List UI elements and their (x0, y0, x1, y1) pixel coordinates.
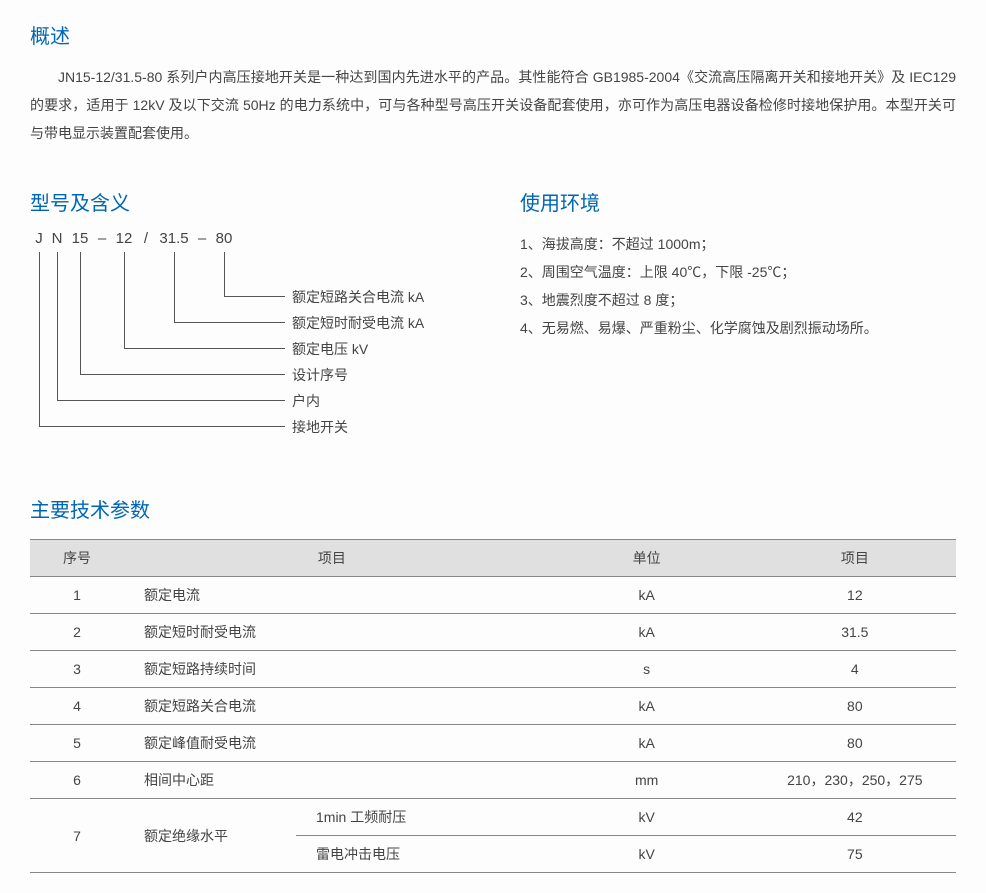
cell-unit: kA (540, 688, 754, 725)
col-unit: 单位 (540, 540, 754, 577)
env-item: 1、海拔高度：不超过 1000m； (520, 230, 956, 258)
cell-val: 12 (754, 577, 956, 614)
env-item: 2、周围空气温度：上限 40℃，下限 -25℃； (520, 258, 956, 286)
cell-val: 80 (754, 725, 956, 762)
code-dash1: – (94, 230, 110, 247)
code-15: 15 (66, 230, 94, 247)
cell-unit: kV (540, 799, 754, 836)
code-N: N (48, 230, 66, 247)
table-header-row: 序号 项目 单位 项目 (30, 540, 956, 577)
cell-val: 42 (754, 799, 956, 836)
overview-heading: 概述 (30, 20, 956, 49)
model-column: 型号及含义 J N 15 – 12 / 31.5 – 80 额定短路关合电流 k… (30, 187, 490, 470)
cell-unit: kA (540, 614, 754, 651)
table-row: 3 额定短路持续时间 s 4 (30, 651, 956, 688)
model-diagram: J N 15 – 12 / 31.5 – 80 额定短路关合电流 kA 额定短时… (30, 230, 490, 470)
cell-unit: mm (540, 762, 754, 799)
env-column: 使用环境 1、海拔高度：不超过 1000m； 2、周围空气温度：上限 40℃，下… (520, 187, 956, 470)
cell-item: 额定短时耐受电流 (124, 614, 540, 651)
cell-item: 额定绝缘水平 (124, 799, 296, 873)
cell-item: 额定短路关合电流 (124, 688, 540, 725)
cell-seq: 1 (30, 577, 124, 614)
cell-seq: 6 (30, 762, 124, 799)
leader-label-2: 额定短时耐受电流 kA (292, 313, 424, 333)
cell-sub: 雷电冲击电压 (296, 836, 540, 873)
leader-label-6: 接地开关 (292, 417, 348, 437)
cell-item: 相间中心距 (124, 762, 540, 799)
cell-item: 额定电流 (124, 577, 540, 614)
cell-seq: 7 (30, 799, 124, 873)
code-80: 80 (210, 230, 238, 247)
leader-label-3: 额定电压 kV (292, 339, 368, 359)
cell-seq: 2 (30, 614, 124, 651)
cell-seq: 5 (30, 725, 124, 762)
table-row: 1 额定电流 kA 12 (30, 577, 956, 614)
code-315: 31.5 (154, 230, 194, 247)
table-row: 7 额定绝缘水平 1min 工频耐压 kV 42 (30, 799, 956, 836)
cell-unit: kA (540, 725, 754, 762)
cell-seq: 3 (30, 651, 124, 688)
col-val: 项目 (754, 540, 956, 577)
cell-item: 额定峰值耐受电流 (124, 725, 540, 762)
code-dash2: – (194, 230, 210, 247)
env-heading: 使用环境 (520, 187, 956, 216)
env-list: 1、海拔高度：不超过 1000m； 2、周围空气温度：上限 40℃，下限 -25… (520, 230, 956, 342)
env-item: 4、无易燃、易爆、严重粉尘、化学腐蚀及剧烈振动场所。 (520, 314, 956, 342)
cell-val: 31.5 (754, 614, 956, 651)
leader-label-1: 额定短路关合电流 kA (292, 287, 424, 307)
model-heading: 型号及含义 (30, 187, 490, 216)
table-row: 5 额定峰值耐受电流 kA 80 (30, 725, 956, 762)
overview-text: JN15-12/31.5-80 系列户内高压接地开关是一种达到国内先进水平的产品… (30, 63, 956, 147)
cell-item: 额定短路持续时间 (124, 651, 540, 688)
mid-section: 型号及含义 J N 15 – 12 / 31.5 – 80 额定短路关合电流 k… (30, 187, 956, 470)
env-item: 3、地震烈度不超过 8 度； (520, 286, 956, 314)
col-item: 项目 (124, 540, 540, 577)
code-slash: / (138, 230, 154, 247)
table-row: 6 相间中心距 mm 210，230，250，275 (30, 762, 956, 799)
model-code: J N 15 – 12 / 31.5 – 80 (30, 230, 490, 247)
spec-heading: 主要技术参数 (30, 494, 956, 523)
cell-sub: 1min 工频耐压 (296, 799, 540, 836)
code-12: 12 (110, 230, 138, 247)
cell-val: 4 (754, 651, 956, 688)
spec-table: 序号 项目 单位 项目 1 额定电流 kA 12 2 额定短时耐受电流 kA 3… (30, 539, 956, 873)
code-J: J (30, 230, 48, 247)
leader-label-5: 户内 (292, 391, 320, 411)
cell-seq: 4 (30, 688, 124, 725)
table-row: 4 额定短路关合电流 kA 80 (30, 688, 956, 725)
cell-unit: kA (540, 577, 754, 614)
cell-val: 210，230，250，275 (754, 762, 956, 799)
col-seq: 序号 (30, 540, 124, 577)
cell-val: 75 (754, 836, 956, 873)
cell-unit: s (540, 651, 754, 688)
leader-label-4: 设计序号 (292, 365, 348, 385)
table-row: 2 额定短时耐受电流 kA 31.5 (30, 614, 956, 651)
cell-val: 80 (754, 688, 956, 725)
cell-unit: kV (540, 836, 754, 873)
